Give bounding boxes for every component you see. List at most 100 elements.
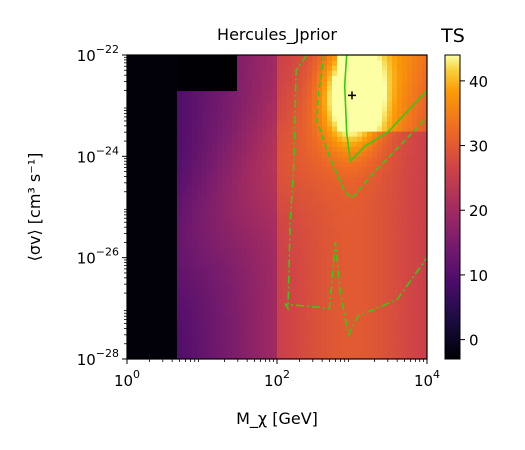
heatmap-cell <box>217 318 223 325</box>
heatmap-cell <box>392 70 398 76</box>
heatmap-cell <box>417 328 423 335</box>
heatmap-cell <box>127 257 133 264</box>
heatmap-cell <box>222 247 228 254</box>
heatmap-cell <box>227 257 233 264</box>
heatmap-cell <box>237 348 243 355</box>
heatmap-cell <box>187 196 193 203</box>
heatmap-cell <box>422 277 427 284</box>
heatmap-cell <box>157 333 163 340</box>
heatmap-cell <box>152 60 158 66</box>
heatmap-cell <box>172 303 178 309</box>
heatmap-cell <box>192 75 198 81</box>
heatmap-cell <box>252 196 258 203</box>
heatmap-cell <box>297 348 303 355</box>
heatmap-cell <box>412 353 418 359</box>
heatmap-cell <box>207 141 213 147</box>
heatmap-cell <box>382 55 388 61</box>
heatmap-cell <box>132 125 138 132</box>
heatmap-cell <box>142 55 148 61</box>
heatmap-cell <box>127 318 133 325</box>
heatmap-cell <box>357 283 363 289</box>
heatmap-cell <box>212 156 218 162</box>
heatmap-cell <box>157 257 163 264</box>
heatmap-cell <box>322 338 328 345</box>
heatmap-cell <box>422 141 427 147</box>
heatmap-cell <box>312 277 318 284</box>
heatmap-cell <box>297 171 303 178</box>
heatmap-cell <box>177 348 183 355</box>
heatmap-cell <box>202 196 208 203</box>
heatmap-cell <box>262 338 268 345</box>
heatmap-cell <box>152 318 158 325</box>
heatmap-cell <box>162 298 168 304</box>
heatmap-cell <box>422 105 427 112</box>
heatmap-cell <box>367 156 373 162</box>
heatmap-cell <box>387 247 393 254</box>
heatmap-cell <box>172 80 178 86</box>
heatmap-cell <box>417 80 423 86</box>
heatmap-cell <box>362 277 368 284</box>
heatmap-cell <box>227 110 233 117</box>
heatmap-cell <box>382 120 388 127</box>
heatmap-cell <box>407 262 413 269</box>
heatmap-cell <box>192 252 198 259</box>
heatmap-cell <box>227 232 233 238</box>
heatmap-cell <box>322 125 328 132</box>
heatmap-cell <box>202 156 208 162</box>
heatmap-cell <box>397 146 403 152</box>
heatmap-cell <box>212 136 218 142</box>
heatmap-cell <box>292 277 298 284</box>
heatmap-cell <box>177 318 183 325</box>
heatmap-cell <box>282 191 288 198</box>
heatmap-cell <box>297 166 303 173</box>
heatmap-cell <box>202 191 208 198</box>
heatmap-cell <box>307 186 313 193</box>
heatmap-cell <box>202 105 208 112</box>
heatmap-cell <box>232 257 238 264</box>
heatmap-cell <box>347 95 353 102</box>
heatmap-cell <box>132 348 138 355</box>
heatmap-cell <box>267 186 273 193</box>
heatmap-cell <box>272 70 278 76</box>
heatmap-cell <box>167 151 173 157</box>
heatmap-cell <box>242 80 248 86</box>
heatmap-cell <box>317 318 323 325</box>
heatmap-cell <box>402 85 408 92</box>
heatmap-cell <box>407 80 413 86</box>
heatmap-cell <box>402 252 408 259</box>
heatmap-cell <box>132 247 138 254</box>
heatmap-cell <box>192 156 198 162</box>
heatmap-cell <box>337 146 343 152</box>
heatmap-cell <box>397 181 403 188</box>
heatmap-cell <box>382 166 388 173</box>
heatmap-cell <box>227 166 233 173</box>
heatmap-cell <box>317 227 323 233</box>
heatmap-cell <box>212 110 218 117</box>
heatmap-cell <box>132 70 138 76</box>
heatmap-cell <box>277 288 283 294</box>
heatmap-cell <box>287 343 293 350</box>
heatmap-cell <box>197 288 203 294</box>
heatmap-cell <box>342 283 348 289</box>
heatmap-cell <box>422 237 427 244</box>
heatmap-cell <box>342 120 348 127</box>
heatmap-cell <box>392 212 398 218</box>
heatmap-cell <box>347 105 353 112</box>
heatmap-cell <box>237 308 243 314</box>
heatmap-cell <box>352 257 358 264</box>
heatmap-cell <box>302 110 308 117</box>
heatmap-cell <box>182 181 188 188</box>
heatmap-cell <box>337 141 343 147</box>
heatmap-cell <box>422 288 427 294</box>
heatmap-cell <box>262 156 268 162</box>
heatmap-cell <box>332 186 338 193</box>
heatmap-cell <box>417 131 423 137</box>
heatmap-cell <box>422 242 427 249</box>
heatmap-cell <box>272 328 278 335</box>
heatmap-cell <box>212 338 218 345</box>
heatmap-cell <box>352 110 358 117</box>
heatmap-cell <box>297 288 303 294</box>
heatmap-cell <box>142 303 148 309</box>
heatmap-cell <box>142 85 148 92</box>
heatmap-cell <box>337 217 343 223</box>
